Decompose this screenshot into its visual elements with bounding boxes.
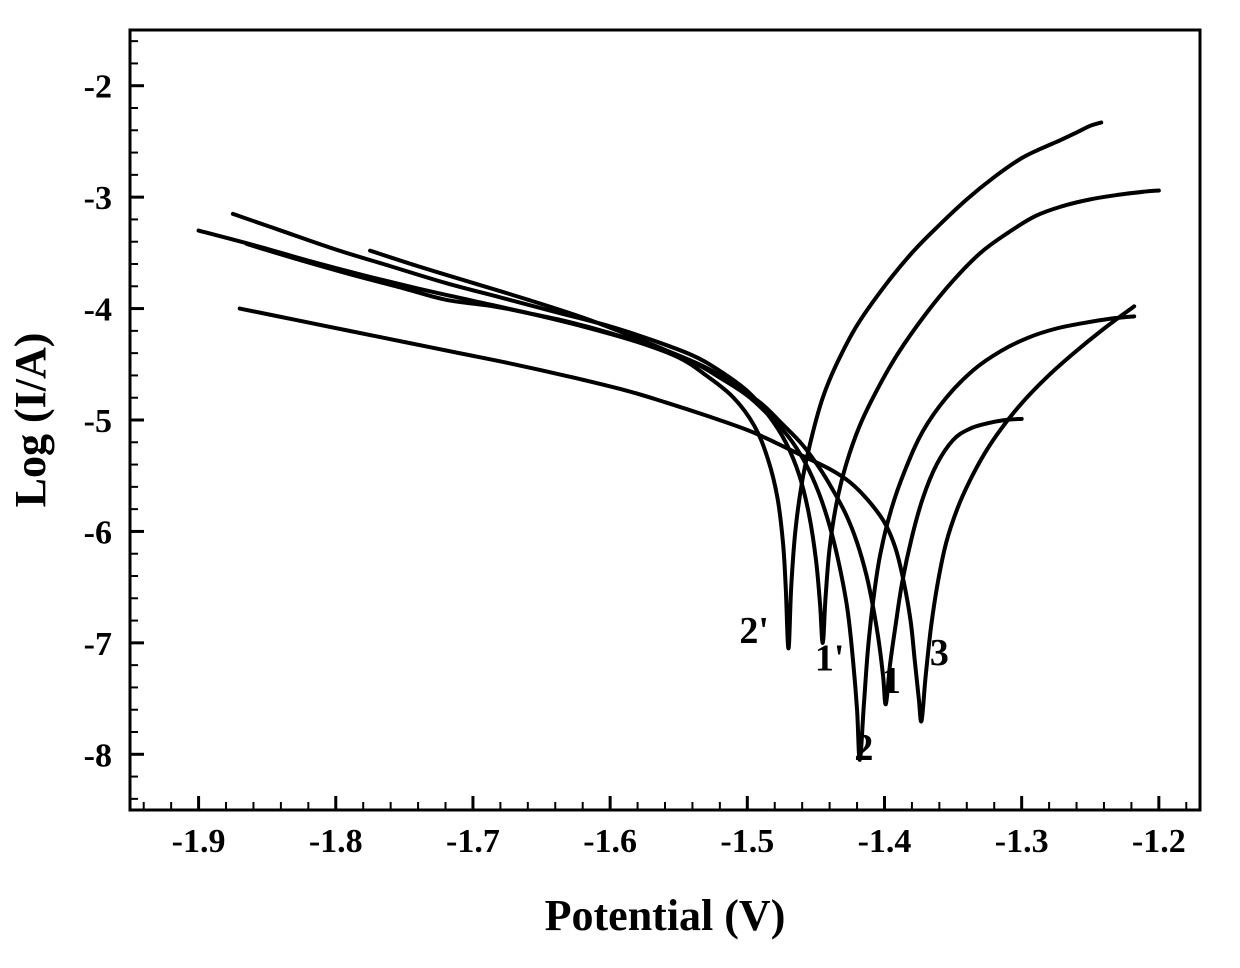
y-tick-label: -3 (84, 180, 112, 217)
x-tick-label: -1.5 (720, 823, 774, 860)
y-tick-label: -7 (84, 626, 112, 663)
curve-2prime (199, 122, 1102, 648)
x-tick-label: -1.2 (1132, 823, 1186, 860)
curve-annotation: 1 (882, 660, 901, 702)
plot-frame (130, 30, 1200, 810)
y-tick-label: -2 (84, 69, 112, 106)
x-axis-label: Potential (V) (545, 891, 786, 940)
curve-annotation: 2' (739, 610, 769, 652)
y-tick-label: -6 (84, 514, 112, 551)
y-axis-label: Log (I/A) (6, 333, 55, 508)
x-tick-label: -1.3 (995, 823, 1049, 860)
x-tick-label: -1.7 (446, 823, 500, 860)
chart-svg: -1.9 -1.8 -1.7 -1.6 -1.5 -1.4 -1.3 -1.2 -8 -7 -6 -5… (0, 0, 1240, 968)
tafel-plot: -1.9 -1.8 -1.7 -1.6 -1.5 -1.4 -1.3 -1.2 -8 -7 -6 -5… (0, 0, 1240, 968)
curve-annotation: 3 (930, 632, 949, 674)
y-tick-label: -4 (84, 292, 112, 329)
curve-3 (240, 306, 1134, 721)
curve-1prime (233, 190, 1159, 642)
x-tick-label: -1.8 (309, 823, 363, 860)
x-tick-label: -1.4 (858, 823, 912, 860)
curve-2 (247, 244, 1135, 760)
x-tick-label: -1.6 (583, 823, 637, 860)
curve-annotation: 1' (815, 638, 845, 680)
y-tick-label: -5 (84, 403, 112, 440)
y-tick-label: -8 (84, 737, 112, 774)
curve-annotation: 2 (854, 727, 873, 769)
x-tick-label: -1.9 (172, 823, 226, 860)
